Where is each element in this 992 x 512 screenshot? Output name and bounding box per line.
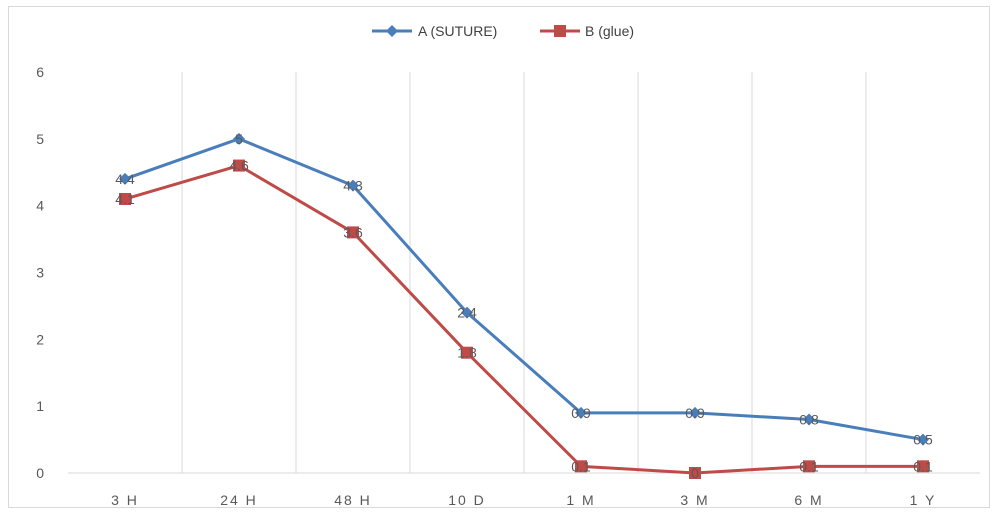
data-label: 0.5	[913, 432, 933, 448]
legend: A (SUTURE) B (glue)	[372, 23, 634, 39]
marker-diamond	[461, 306, 473, 319]
marker-diamond	[233, 132, 245, 145]
y-tick-label: 4	[36, 198, 44, 214]
series-line-a	[124, 137, 924, 442]
x-category-label: 6 M	[794, 492, 823, 508]
marker-square	[233, 159, 245, 172]
data-label: 0.1	[799, 458, 819, 474]
data-label: 4.1	[115, 191, 135, 207]
data-label: 4.3	[343, 178, 363, 194]
marker-square	[461, 346, 473, 359]
marker-square	[347, 226, 359, 239]
x-category-label: 10 D	[448, 492, 486, 508]
marker-square	[803, 460, 815, 473]
marker-diamond	[119, 172, 131, 185]
marker-square	[575, 460, 587, 473]
x-category-label: 1 Y	[910, 492, 937, 508]
y-tick-label: 2	[36, 331, 44, 347]
y-tick-label: 3	[36, 265, 44, 281]
marker-diamond	[803, 413, 815, 426]
marker-diamond	[347, 179, 359, 192]
x-category-label: 3 M	[680, 492, 709, 508]
marker-diamond	[917, 433, 929, 446]
data-label: 0.8	[799, 412, 819, 428]
marker-square	[917, 460, 929, 473]
data-label: 4.4	[115, 171, 135, 187]
x-category-label: 3 H	[111, 492, 139, 508]
data-label: 0.9	[571, 405, 591, 421]
data-label: 5	[235, 131, 243, 147]
x-category-label: 48 H	[334, 492, 372, 508]
series-line-b	[124, 164, 923, 475]
marker-square	[689, 467, 701, 479]
marker-square	[119, 192, 131, 205]
gridlines	[181, 72, 867, 473]
axes: 0 1 2 3 4 5 6 3 H 24 H 48 H 10 D 1 M 3 M 6 M 1 Y	[36, 64, 980, 508]
marker-diamond	[575, 406, 587, 419]
y-tick-label: 0	[36, 465, 44, 481]
chart-frame	[8, 6, 990, 508]
legend-label: B (glue)	[585, 23, 634, 39]
legend-marker-square	[554, 25, 566, 37]
data-label: 0.1	[571, 458, 591, 474]
data-label: 0	[691, 465, 699, 481]
data-label: 3.6	[343, 224, 363, 240]
series-lines	[119, 132, 929, 479]
data-labels: 4.4 5 4.3 2.4 0.9 0.9 0.8 0.5 4.1 4.6 3.6 1.8 0.1 0 0.…	[115, 131, 933, 481]
legend-label: A (SUTURE)	[418, 23, 497, 39]
y-tick-label: 6	[36, 64, 44, 80]
data-label: 0.1	[913, 458, 933, 474]
marker-diamond	[689, 406, 701, 419]
legend-marker-diamond	[386, 25, 398, 37]
y-tick-label: 5	[36, 131, 44, 147]
y-tick-label: 1	[36, 398, 44, 414]
x-category-label: 1 M	[566, 492, 595, 508]
data-label: 2.4	[457, 305, 477, 321]
data-label: 4.6	[229, 158, 249, 174]
x-category-label: 24 H	[220, 492, 258, 508]
data-label: 1.8	[457, 345, 477, 361]
data-label: 0.9	[685, 405, 705, 421]
